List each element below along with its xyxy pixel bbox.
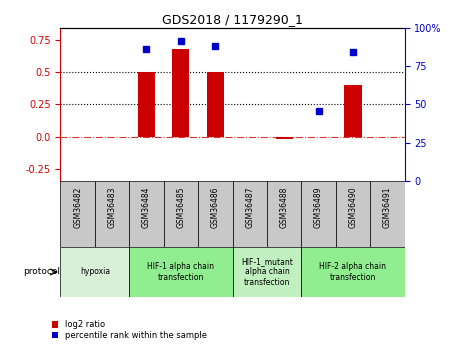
Text: HIF-2 alpha chain
transfection: HIF-2 alpha chain transfection xyxy=(319,262,386,282)
Bar xyxy=(301,181,336,247)
Text: GSM36485: GSM36485 xyxy=(176,187,186,228)
Text: HIF-1_mutant
alpha chain
transfection: HIF-1_mutant alpha chain transfection xyxy=(241,257,293,287)
Bar xyxy=(370,181,405,247)
Bar xyxy=(60,181,95,247)
Bar xyxy=(198,181,232,247)
Text: GSM36491: GSM36491 xyxy=(383,187,392,228)
Bar xyxy=(344,85,362,137)
Text: GSM36483: GSM36483 xyxy=(107,187,117,228)
Text: GSM36489: GSM36489 xyxy=(314,187,323,228)
Text: HIF-1 alpha chain
transfection: HIF-1 alpha chain transfection xyxy=(147,262,214,282)
Text: protocol: protocol xyxy=(23,267,60,276)
Bar xyxy=(164,181,198,247)
Text: GSM36488: GSM36488 xyxy=(279,187,289,228)
Bar xyxy=(129,247,232,297)
Bar xyxy=(232,181,267,247)
Bar xyxy=(60,247,129,297)
Bar xyxy=(206,72,224,137)
Bar xyxy=(276,137,293,139)
Bar xyxy=(129,181,164,247)
Text: GSM36486: GSM36486 xyxy=(211,187,220,228)
Text: GSM36484: GSM36484 xyxy=(142,187,151,228)
Title: GDS2018 / 1179290_1: GDS2018 / 1179290_1 xyxy=(162,13,303,27)
Text: GSM36482: GSM36482 xyxy=(73,187,82,228)
Bar xyxy=(267,181,301,247)
Bar xyxy=(301,247,405,297)
Bar xyxy=(95,181,129,247)
Bar xyxy=(336,181,370,247)
Bar xyxy=(138,72,155,137)
Bar xyxy=(172,49,190,137)
Legend: log2 ratio, percentile rank within the sample: log2 ratio, percentile rank within the s… xyxy=(51,319,208,341)
Text: hypoxia: hypoxia xyxy=(80,267,110,276)
Text: GSM36487: GSM36487 xyxy=(245,187,254,228)
Bar xyxy=(232,247,301,297)
Text: GSM36490: GSM36490 xyxy=(348,187,358,228)
